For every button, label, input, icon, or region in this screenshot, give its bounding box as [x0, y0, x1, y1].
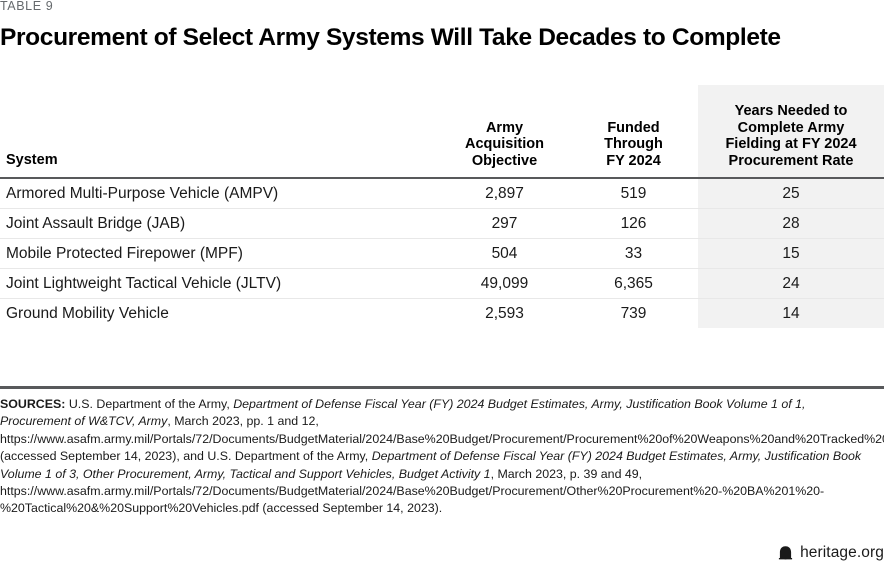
sources-segment-2: , March 2023, pp. 1 and 12, https://www.… — [0, 414, 884, 464]
brand-footer: heritage.org — [778, 544, 884, 562]
sources-italic-1: Department of Defense Fiscal Year (FY) 2… — [0, 397, 806, 429]
spacer-aao — [440, 85, 569, 103]
cell-funded-through: 6,365 — [569, 268, 698, 299]
procurement-table: System Army Acquisition Objective Funded… — [0, 85, 884, 328]
spacer-system — [0, 85, 440, 103]
cell-years-needed: 14 — [698, 298, 884, 328]
sources-segment-1: U.S. Department of the Army, — [65, 397, 234, 411]
page-title: Procurement of Select Army Systems Will … — [0, 24, 781, 51]
header-line: Funded — [607, 119, 660, 136]
table-row: Mobile Protected Firepower (MPF) 504 33 … — [0, 238, 884, 269]
sources-italic-2: Department of Defense Fiscal Year (FY) 2… — [0, 449, 862, 481]
table-header: System Army Acquisition Objective Funded… — [0, 85, 884, 179]
data-table-container: System Army Acquisition Objective Funded… — [0, 85, 884, 328]
header-line: FY 2024 — [606, 152, 661, 169]
header-line: Acquisition — [465, 136, 544, 152]
footer-divider — [0, 386, 884, 389]
header-line: Objective — [471, 152, 538, 169]
sources-heading: SOURCES: — [0, 397, 66, 411]
cell-system: Joint Lightweight Tactical Vehicle (JLTV… — [0, 268, 440, 299]
header-line: Years Needed to — [734, 103, 848, 119]
header-line: Procurement Rate — [728, 152, 854, 169]
figure-label: TABLE 9 — [0, 0, 54, 13]
sources-note: SOURCES: U.S. Department of the Army, De… — [0, 396, 884, 518]
cell-acquisition-objective: 2,897 — [440, 178, 569, 209]
column-header-funded-through: Funded Through FY 2024 — [569, 103, 698, 179]
spacer-years — [698, 85, 884, 103]
table-body: Armored Multi-Purpose Vehicle (AMPV) 2,8… — [0, 178, 884, 328]
brand-label: heritage.org — [800, 544, 884, 561]
cell-funded-through: 739 — [620, 304, 647, 322]
cell-years-needed: 15 — [698, 238, 884, 269]
cell-system: Ground Mobility Vehicle — [6, 304, 169, 322]
header-row: System Army Acquisition Objective Funded… — [0, 103, 884, 179]
cell-acquisition-objective: 504 — [440, 238, 569, 269]
cell-system: Mobile Protected Firepower (MPF) — [0, 238, 440, 269]
sources-segment-3: , March 2023, p. 39 and 49, https://www.… — [0, 466, 825, 516]
column-header-years-needed: Years Needed to Complete Army Fielding a… — [698, 103, 884, 179]
cell-years-needed: 24 — [698, 268, 884, 299]
cell-funded-through: 126 — [569, 208, 698, 239]
table-row: Joint Assault Bridge (JAB) 297 126 28 — [0, 208, 884, 239]
cell-acquisition-objective: 2,593 — [485, 304, 524, 322]
liberty-bell-icon — [778, 546, 793, 560]
header-line: Through — [604, 136, 663, 152]
table-row: Armored Multi-Purpose Vehicle (AMPV) 2,8… — [0, 178, 884, 209]
cell-system: Joint Assault Bridge (JAB) — [0, 208, 440, 239]
cell-system: Armored Multi-Purpose Vehicle (AMPV) — [0, 178, 440, 209]
cell-years-needed: 28 — [698, 208, 884, 239]
header-line: Complete Army — [737, 119, 845, 136]
table-row: Joint Lightweight Tactical Vehicle (JLTV… — [0, 268, 884, 299]
cell-funded-through: 33 — [569, 238, 698, 269]
column-header-system: System — [0, 103, 440, 179]
table-row: Ground Mobility Vehicle 2,593 739 14 — [0, 298, 884, 328]
cell-funded-through: 519 — [569, 178, 698, 209]
header-line: Fielding at FY 2024 — [725, 136, 857, 152]
header-line: Army — [485, 119, 524, 136]
cell-years-needed: 25 — [698, 178, 884, 209]
cell-acquisition-objective: 49,099 — [440, 268, 569, 299]
cell-acquisition-objective: 297 — [440, 208, 569, 239]
column-header-acquisition-objective: Army Acquisition Objective — [440, 103, 569, 179]
spacer-funded — [569, 85, 698, 103]
header-spacer-row — [0, 85, 884, 103]
